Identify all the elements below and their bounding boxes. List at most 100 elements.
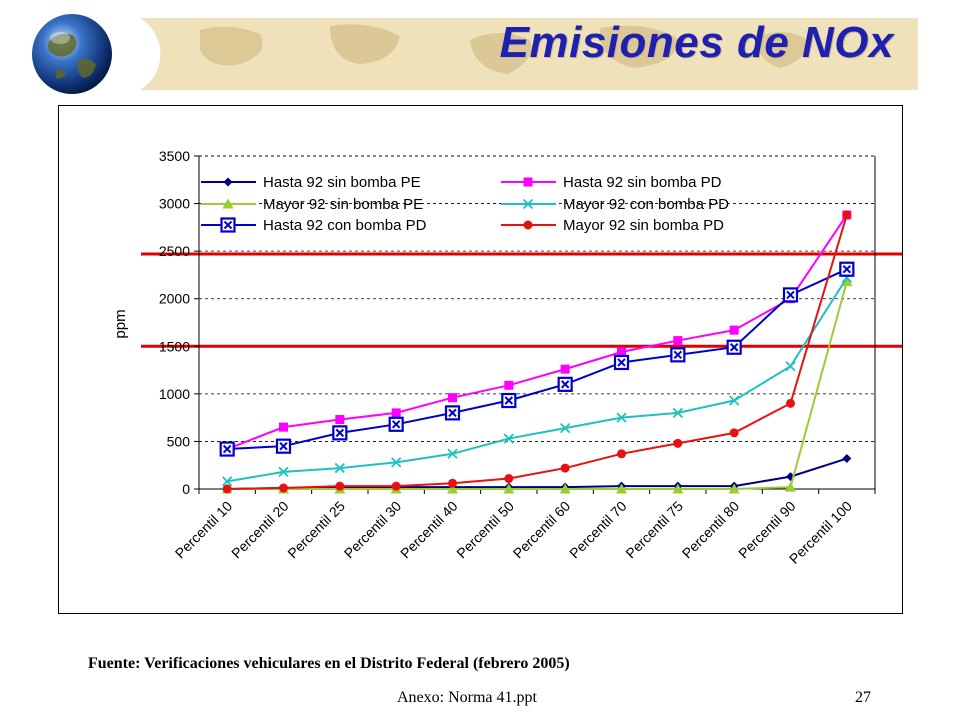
x-tick-label: Percentil 10 <box>172 498 236 562</box>
data-point <box>729 325 739 335</box>
data-point <box>391 481 401 491</box>
data-point <box>222 476 233 487</box>
data-point <box>729 395 740 406</box>
series-3 <box>222 272 852 487</box>
data-point <box>447 448 458 459</box>
legend-item: Hasta 92 sin bomba PE <box>201 174 421 191</box>
y-tick-label: 2500 <box>159 243 190 259</box>
data-point <box>334 462 345 474</box>
series-5 <box>222 210 852 494</box>
y-tick-label: 500 <box>167 433 191 449</box>
y-tick-label: 0 <box>182 481 190 497</box>
x-tick-label: Percentil 60 <box>510 498 574 562</box>
x-tick-label: Percentil 75 <box>622 498 686 562</box>
series-line <box>227 214 848 490</box>
source-note: Fuente: Verificaciones vehiculares en el… <box>88 655 570 672</box>
page-number: 27 <box>855 689 871 706</box>
nox-line-chart: 0 500 1000 1500 2000 2500 3000 3500 Percentil 10… <box>112 148 902 567</box>
legend-marker <box>523 220 533 230</box>
data-point <box>560 463 570 473</box>
data-point <box>729 428 739 438</box>
data-point <box>617 347 626 357</box>
data-point <box>391 457 402 468</box>
x-tick-label: Percentil 25 <box>284 498 348 562</box>
data-point <box>673 336 683 346</box>
data-point <box>560 364 570 374</box>
legend-item: Hasta 92 sin bomba PD <box>501 174 722 191</box>
y-tick-label: 2000 <box>159 291 190 307</box>
slide-title: Emisiones de NOx <box>499 18 894 67</box>
legend-item: Mayor 92 con bomba PD <box>501 196 729 213</box>
data-point <box>219 441 235 457</box>
data-point <box>728 483 740 494</box>
data-point <box>335 481 345 491</box>
data-point <box>785 481 796 492</box>
legend-marker <box>522 198 534 210</box>
series-line <box>226 214 848 450</box>
series-1 <box>222 210 852 454</box>
legend-marker <box>222 198 234 209</box>
data-point <box>279 483 288 493</box>
legend-marker <box>223 177 233 187</box>
chart-frame: 0 500 1000 1500 2000 2500 3000 3500 Percentil 10… <box>58 105 903 614</box>
data-point <box>557 376 573 392</box>
data-point <box>617 449 626 459</box>
data-point <box>504 380 514 390</box>
data-point <box>335 415 345 425</box>
legend-label: Mayor 92 sin bomba PD <box>563 217 724 234</box>
data-point <box>503 483 515 494</box>
x-tick-label: Percentil 40 <box>397 498 461 562</box>
data-point <box>842 210 852 220</box>
legend-item: Mayor 92 sin bomba PE <box>201 196 423 213</box>
legend-label: Hasta 92 sin bomba PE <box>263 174 421 191</box>
legend: Hasta 92 sin bomba PE Hasta 92 sin bomba … <box>201 174 729 234</box>
y-tick-label: 1000 <box>159 386 190 402</box>
y-tick-label: 3500 <box>159 148 190 164</box>
data-point <box>448 478 457 488</box>
series-4 <box>219 261 855 457</box>
series-line <box>227 281 848 490</box>
header-banner <box>32 14 918 94</box>
data-point <box>447 483 458 494</box>
y-tick-label: 1500 <box>159 338 190 354</box>
series-line <box>227 268 848 451</box>
data-point <box>672 407 683 419</box>
data-point <box>842 454 852 464</box>
legend-item: Hasta 92 con bomba PD <box>201 217 427 234</box>
globe-icon <box>32 14 112 94</box>
data-point <box>786 398 795 408</box>
series-layer <box>219 210 855 494</box>
data-point <box>560 422 571 434</box>
legend-marker <box>523 177 533 187</box>
data-point <box>673 438 683 448</box>
data-point <box>278 466 289 478</box>
x-tick-label: Percentil 30 <box>341 498 405 562</box>
x-tick-label: Percentil 20 <box>228 498 292 562</box>
legend-item: Mayor 92 sin bomba PD <box>501 217 724 234</box>
data-point <box>839 261 855 277</box>
data-point <box>613 354 630 371</box>
legend-label: Hasta 92 sin bomba PD <box>563 174 722 191</box>
data-point <box>501 392 517 409</box>
data-point <box>222 484 232 494</box>
reference-lines <box>141 252 902 348</box>
data-point <box>616 483 627 494</box>
data-point <box>332 425 348 441</box>
data-point <box>672 483 684 494</box>
legend-label: Hasta 92 con bomba PD <box>263 217 427 234</box>
data-point <box>391 408 401 418</box>
data-point <box>444 405 461 421</box>
data-point <box>503 433 514 444</box>
data-point <box>448 393 457 403</box>
series-line <box>227 277 848 483</box>
data-point <box>275 438 292 454</box>
legend-marker <box>220 217 236 233</box>
footer-filename: Anexo: Norma 41.ppt <box>397 689 537 706</box>
legend-label: Mayor 92 sin bomba PE <box>263 196 423 213</box>
data-point <box>504 474 514 484</box>
x-tick-label: Percentil 80 <box>679 498 743 562</box>
series-2 <box>221 276 853 494</box>
y-axis-label: ppm <box>112 309 129 338</box>
x-tick-label: Percentil 70 <box>566 498 630 562</box>
x-tick-label: Percentil 50 <box>453 498 517 562</box>
